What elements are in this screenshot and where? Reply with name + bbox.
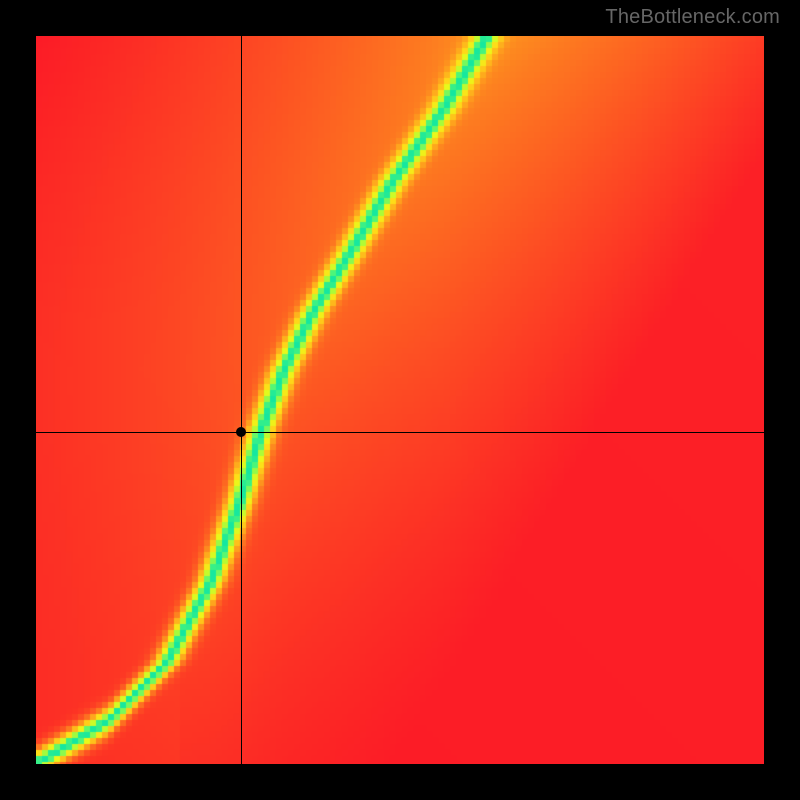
- crosshair-marker: [236, 427, 246, 437]
- watermark-text: TheBottleneck.com: [605, 6, 780, 29]
- frame-left: [0, 0, 36, 800]
- frame-bottom: [0, 764, 800, 800]
- crosshair-vertical: [241, 36, 242, 764]
- crosshair-horizontal: [36, 432, 764, 433]
- frame-right: [764, 0, 800, 800]
- heatmap-canvas: [36, 36, 764, 764]
- chart-container: TheBottleneck.com: [0, 0, 800, 800]
